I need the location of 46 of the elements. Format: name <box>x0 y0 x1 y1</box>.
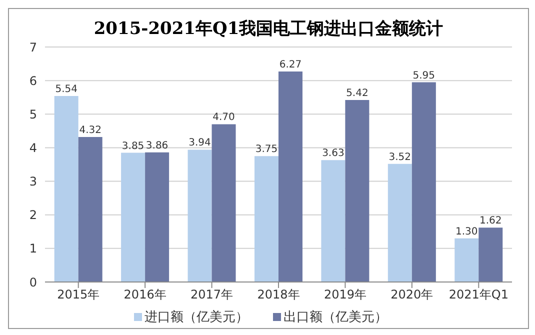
data-label: 4.32 <box>79 124 102 136</box>
x-tick-label: 2017年 <box>190 288 234 302</box>
data-label: 3.86 <box>146 140 168 152</box>
bar <box>345 100 370 282</box>
x-tick-label: 2021年Q1 <box>448 288 508 302</box>
data-label: 4.70 <box>212 112 235 124</box>
x-tick-label: 2016年 <box>124 288 166 302</box>
data-label: 6.27 <box>279 60 302 71</box>
x-tick-label: 2018年 <box>257 288 300 302</box>
data-label: 3.52 <box>388 152 412 163</box>
legend-label: 出口额（亿美元） <box>282 309 388 326</box>
data-label: 3.75 <box>255 144 278 156</box>
y-tick-label: 4 <box>29 140 37 155</box>
y-tick-label: 6 <box>29 74 37 88</box>
data-label: 5.95 <box>412 70 436 82</box>
data-label: 5.54 <box>55 84 78 96</box>
y-tick-label: 1 <box>29 242 37 256</box>
chart-title: 2015-2021年Q1我国电工钢进出口金额统计 <box>92 18 444 41</box>
bar <box>454 238 479 282</box>
data-label: 1.30 <box>455 226 478 238</box>
bar <box>412 82 436 282</box>
bar <box>54 96 78 282</box>
bar <box>188 150 212 282</box>
bar <box>212 124 236 282</box>
y-tick-label: 7 <box>29 40 37 54</box>
x-tick-label: 2020年 <box>390 288 434 302</box>
bar <box>388 164 412 282</box>
data-label: 3.94 <box>188 138 211 149</box>
legend-label: 进口额（亿美元） <box>144 309 248 326</box>
bar <box>321 160 346 282</box>
y-tick-label: 5 <box>29 107 37 122</box>
x-tick-label: 2019年 <box>324 288 366 302</box>
data-label: 3.63 <box>322 148 344 160</box>
bar <box>121 152 146 282</box>
data-label: 3.85 <box>122 140 144 152</box>
y-tick-label: 2 <box>29 208 37 222</box>
bar <box>78 136 102 282</box>
bar <box>145 152 170 282</box>
bar <box>478 228 503 282</box>
bar <box>254 156 278 282</box>
bar <box>278 72 302 282</box>
x-tick-label: 2015年 <box>57 288 100 302</box>
y-tick-label: 0 <box>29 275 37 290</box>
data-label: 1.62 <box>479 216 502 227</box>
data-label: 5.42 <box>346 88 368 100</box>
y-tick-label: 3 <box>29 174 37 189</box>
